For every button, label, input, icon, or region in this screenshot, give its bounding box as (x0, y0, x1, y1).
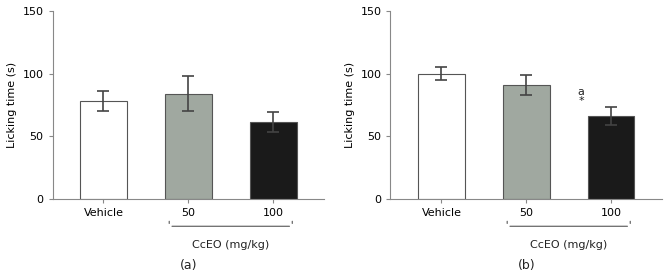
Text: CcEO (mg/kg): CcEO (mg/kg) (192, 240, 270, 250)
Text: a
*: a * (577, 87, 585, 106)
Bar (165, 94, 211, 199)
Y-axis label: Licking time (s): Licking time (s) (345, 62, 355, 148)
Text: CcEO (mg/kg): CcEO (mg/kg) (530, 240, 607, 250)
Bar (80, 101, 127, 199)
Text: (b): (b) (517, 259, 535, 272)
Bar (418, 73, 465, 199)
Text: (a): (a) (179, 259, 197, 272)
Bar (250, 122, 296, 199)
Bar (503, 85, 550, 199)
Y-axis label: Licking time (s): Licking time (s) (7, 62, 17, 148)
Bar (588, 116, 634, 199)
